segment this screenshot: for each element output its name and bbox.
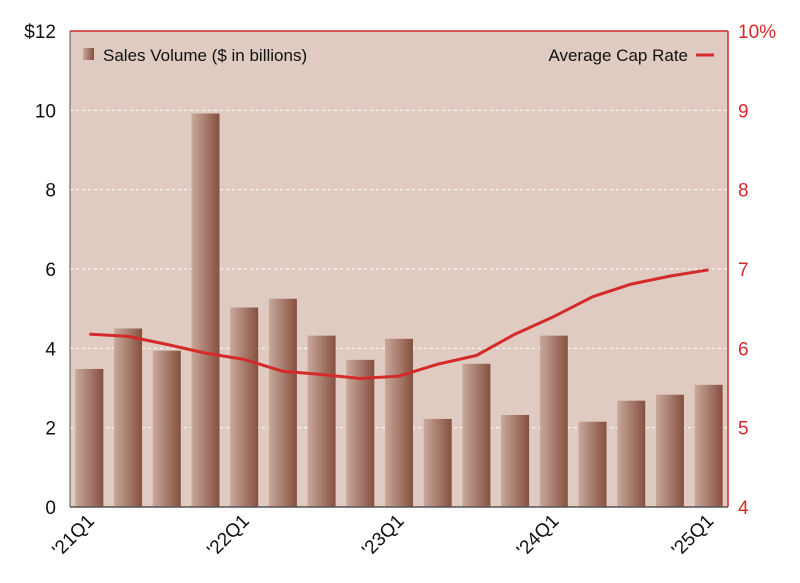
right-tick-label: 4: [738, 498, 749, 519]
bar: [578, 421, 607, 507]
bar: [655, 394, 684, 507]
bar: [114, 328, 143, 507]
bar: [539, 335, 568, 507]
x-tick-label: '22Q1: [203, 511, 253, 561]
bar: [617, 400, 646, 507]
cap-rate-line: [89, 268, 709, 380]
legend-sales-volume: Sales Volume ($ in billions): [83, 46, 307, 65]
bar: [268, 298, 297, 507]
legend-bar-swatch: [83, 48, 94, 60]
right-tick-label: 7: [738, 260, 749, 281]
left-tick-label: 10: [35, 101, 56, 122]
legend-cap-label: Average Cap Rate: [548, 46, 688, 65]
right-tick-label: 10%: [738, 22, 776, 43]
x-tick-label: '24Q1: [513, 511, 563, 561]
left-tick-label: 6: [45, 260, 56, 281]
right-tick-label: 5: [738, 419, 749, 440]
bar: [230, 307, 259, 507]
legend-sales-label: Sales Volume ($ in billions): [103, 46, 307, 65]
bar: [307, 335, 336, 507]
x-tick-label: '25Q1: [668, 511, 718, 561]
bar: [462, 363, 491, 507]
bar: [385, 338, 413, 507]
left-tick-label: 4: [45, 339, 56, 360]
bar: [191, 113, 220, 508]
legend-cap-rate: Average Cap Rate: [548, 46, 714, 65]
x-tick-label: '21Q1: [49, 511, 99, 561]
bar: [346, 359, 375, 507]
bar: [423, 418, 452, 507]
right-tick-label: 9: [738, 101, 749, 122]
bar: [75, 368, 104, 507]
bar: [694, 384, 723, 507]
right-tick-label: 6: [738, 339, 749, 360]
bar: [152, 350, 181, 507]
left-tick-label: $12: [24, 22, 56, 43]
right-tick-label: 8: [738, 181, 749, 202]
left-tick-label: 2: [45, 419, 56, 440]
left-tick-label: 8: [45, 181, 56, 202]
left-tick-label: 0: [45, 498, 56, 519]
x-tick-label: '23Q1: [358, 511, 408, 561]
bar: [501, 414, 530, 507]
